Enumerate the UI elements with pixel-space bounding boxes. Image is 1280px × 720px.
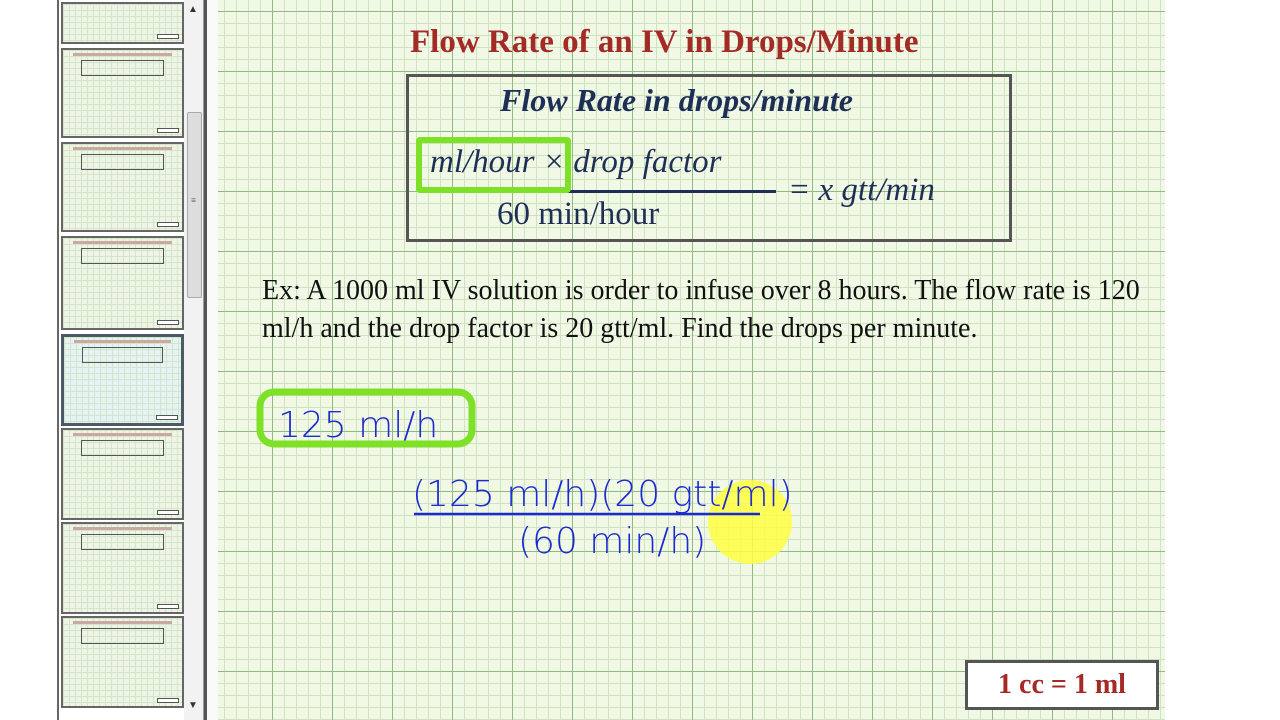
- formula-heading: Flow Rate in drops/minute: [500, 82, 853, 118]
- handwritten-highlight-box: [256, 388, 476, 448]
- page-thumbnail[interactable]: [61, 142, 184, 232]
- handwritten-denominator: (60 min/h): [518, 521, 706, 562]
- window-margin-right: [1165, 0, 1280, 720]
- scrollbar-thumb[interactable]: ≡: [187, 112, 202, 298]
- formula-numerator: ml/hour × drop factor: [430, 144, 722, 180]
- handwritten-numerator: (125 ml/h)(20 gtt/ml): [412, 474, 793, 515]
- page-thumbnail[interactable]: [61, 236, 184, 330]
- window-margin: [0, 0, 57, 720]
- page-thumbnail[interactable]: [61, 2, 184, 44]
- page-thumbnail[interactable]: [61, 48, 184, 138]
- page-thumbnail[interactable]: [61, 428, 184, 520]
- page-thumbnail[interactable]: [61, 616, 184, 708]
- grip-icon: ≡: [191, 195, 197, 205]
- highlight-box: [416, 137, 571, 193]
- example-problem: Ex: A 1000 ml IV solution is order to in…: [262, 275, 1140, 344]
- conversion-note: 1 cc = 1 ml: [965, 660, 1159, 710]
- page-thumbnail-selected[interactable]: [61, 334, 184, 426]
- panel-divider[interactable]: [204, 0, 218, 720]
- formula-denominator: 60 min/hour: [497, 196, 660, 232]
- page-title: Flow Rate of an IV in Drops/Minute: [410, 24, 919, 60]
- pointer-highlight: [708, 480, 792, 564]
- page-thumbnail[interactable]: [61, 522, 184, 614]
- formula-result: = x gtt/min: [788, 172, 935, 208]
- scroll-up-icon[interactable]: ▲: [188, 4, 198, 15]
- scroll-down-icon[interactable]: ▼: [188, 700, 198, 711]
- handwritten-answer: 125 ml/h: [278, 405, 438, 446]
- page-thumbnail-panel: [57, 0, 184, 720]
- fraction-bar: [428, 190, 776, 193]
- thumbnail-scrollbar[interactable]: ▲ ≡ ▼: [184, 0, 204, 720]
- notebook-canvas[interactable]: [218, 0, 1165, 720]
- formula-box: [406, 74, 1012, 242]
